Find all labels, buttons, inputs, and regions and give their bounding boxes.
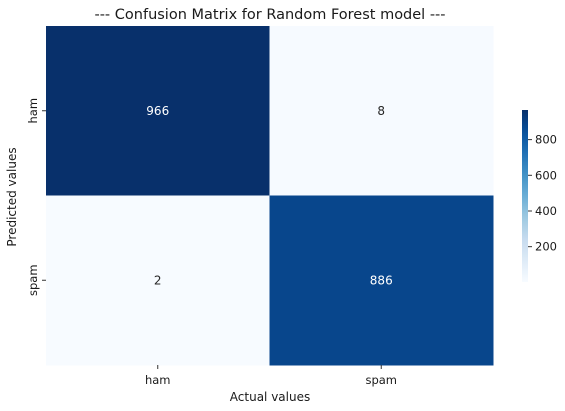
y-tick-label: ham <box>26 98 40 124</box>
cell-value-label: 8 <box>377 104 385 118</box>
colorbar: 200 400 600 800 <box>522 110 557 282</box>
heatmap-cells <box>46 26 494 366</box>
heatmap-cell-labels: 966 8 2 886 <box>146 104 392 288</box>
heatmap-cell-ham-ham <box>46 26 270 196</box>
x-axis-ticks: ham spam <box>145 365 397 387</box>
x-axis-label: Actual values <box>230 390 310 404</box>
cell-value-label: 966 <box>146 104 169 118</box>
colorbar-gradient <box>522 110 528 282</box>
chart-title: --- Confusion Matrix for Random Forest m… <box>94 7 445 23</box>
heatmap-cell-spam-ham <box>46 195 270 366</box>
cell-value-label: 886 <box>370 273 393 287</box>
heatmap-cell-ham-spam <box>269 26 494 196</box>
y-axis-ticks: ham spam <box>26 98 46 296</box>
colorbar-tick-label: 600 <box>535 168 557 182</box>
x-tick-label: spam <box>365 373 397 387</box>
heatmap-cell-spam-spam <box>269 195 494 366</box>
y-axis-label: Predicted values <box>5 147 19 246</box>
colorbar-tick-label: 200 <box>535 240 557 254</box>
y-tick-label: spam <box>26 264 40 296</box>
colorbar-tick-label: 800 <box>535 133 557 147</box>
cell-value-label: 2 <box>154 273 162 287</box>
colorbar-tick-label: 400 <box>535 204 557 218</box>
x-tick-label: ham <box>145 373 171 387</box>
